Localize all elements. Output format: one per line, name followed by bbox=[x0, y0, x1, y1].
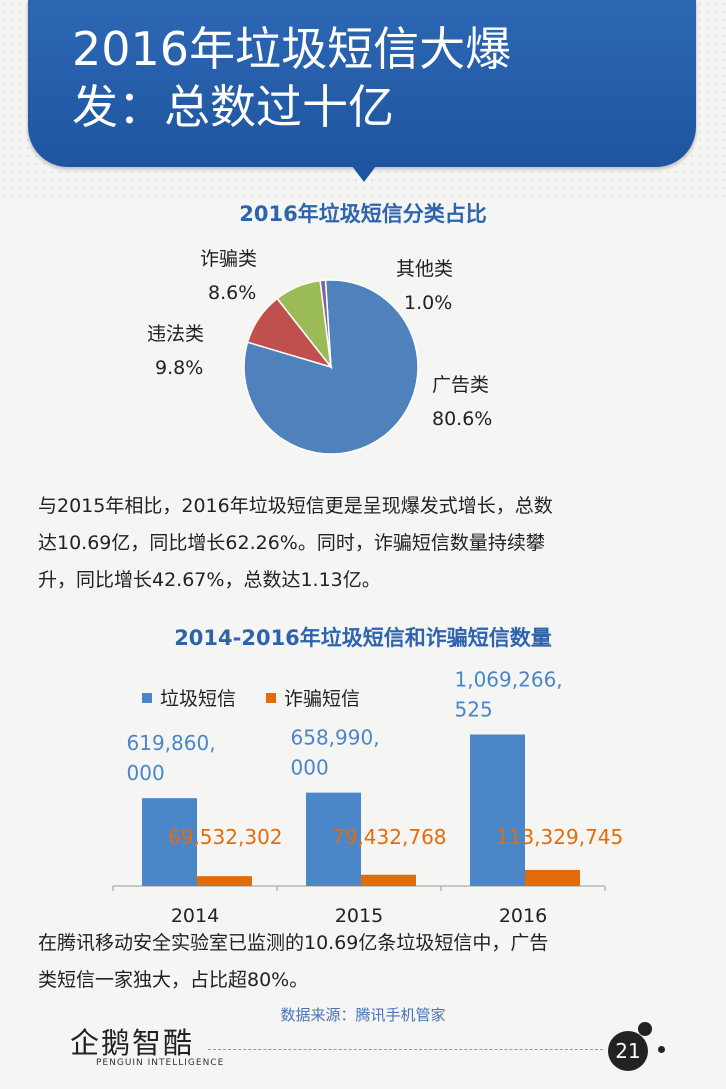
bar-label-spam-2016: 525 bbox=[455, 698, 493, 722]
bar-spam-2014 bbox=[142, 798, 197, 886]
bar-fraud-2014 bbox=[197, 876, 252, 886]
bar-fraud-2015 bbox=[361, 874, 416, 886]
x-tick-label-2016: 2016 bbox=[499, 905, 547, 927]
bar-label-spam-2014: 000 bbox=[127, 761, 165, 785]
data-source: 数据来源：腾讯手机管家 bbox=[280, 1006, 446, 1024]
bar-label-spam-2016: 1,069,266, bbox=[455, 668, 563, 692]
bar-label-fraud-2014: 69,532,302 bbox=[168, 825, 283, 849]
banner-pointer bbox=[352, 166, 376, 182]
summary-line3: 升，同比增长42.67%，总数达1.13亿。 bbox=[38, 569, 381, 591]
page-title: 2016年垃圾短信大爆 发：总数过十亿 bbox=[72, 20, 672, 136]
legend-item-fraud: 诈骗短信 bbox=[266, 684, 360, 711]
summary-line1: 与2015年相比，2016年垃圾短信更是呈现爆发式增长，总数 bbox=[38, 495, 553, 517]
bar-label-fraud-2016: 113,329,745 bbox=[496, 825, 623, 849]
pie-label-ad-value: 80.6% bbox=[432, 408, 493, 430]
pie-chart-title: 2016年垃圾短信分类占比 bbox=[239, 202, 487, 226]
bar-fraud-2016 bbox=[525, 869, 580, 886]
pie-label-ad: 广告类 80.6% bbox=[432, 372, 492, 432]
bar-chart-legend: 垃圾短信 诈骗短信 bbox=[142, 684, 360, 711]
pie-slice-3 bbox=[319, 279, 332, 368]
brand-logo-subtitle: PENGUIN INTELLIGENCE bbox=[96, 1058, 225, 1068]
page-title-line2: 发：总数过十亿 bbox=[72, 80, 394, 134]
footer-divider bbox=[208, 1049, 603, 1050]
bar-chart: 619,860, 000 69,532,302 2014 658,990, 000 79,4… bbox=[112, 668, 623, 927]
bar-chart-title: 2014-2016年垃圾短信和诈骗短信数量 bbox=[174, 626, 552, 650]
bar-spam-2016 bbox=[470, 734, 525, 886]
pie-label-other-value: 1.0% bbox=[404, 292, 453, 314]
legend-swatch-fraud bbox=[266, 692, 277, 703]
conclusion-paragraph: 在腾讯移动安全实验室已监测的10.69亿条垃圾短信中，广告 类短信一家独大，占比… bbox=[38, 925, 698, 999]
bar-label-spam-2015: 000 bbox=[291, 756, 329, 780]
bar-label-spam-2015: 658,990, bbox=[291, 726, 380, 750]
summary-line2: 达10.69亿，同比增长62.26%。同时，诈骗短信数量持续攀 bbox=[38, 532, 545, 554]
legend-label-fraud: 诈骗短信 bbox=[284, 688, 361, 710]
decorative-dot bbox=[658, 1046, 665, 1053]
conclusion-line1: 在腾讯移动安全实验室已监测的10.69亿条垃圾短信中，广告 bbox=[38, 932, 549, 954]
brand-logo: 企鹅智酷 bbox=[70, 1026, 195, 1060]
page-number: 21 bbox=[608, 1031, 648, 1071]
legend-label-spam: 垃圾短信 bbox=[160, 688, 237, 710]
header-banner: 2016年垃圾短信大爆 发：总数过十亿 bbox=[28, 0, 696, 167]
summary-paragraph: 与2015年相比，2016年垃圾短信更是呈现爆发式增长，总数 达10.69亿，同… bbox=[38, 488, 698, 599]
bar-label-fraud-2015: 79,432,768 bbox=[332, 825, 447, 849]
pie-label-other-name: 其他类 bbox=[396, 258, 454, 280]
decorative-dot bbox=[638, 1022, 652, 1036]
pie-label-fraud: 诈骗类 8.6% bbox=[200, 246, 257, 306]
x-tick-label-2014: 2014 bbox=[171, 905, 219, 927]
legend-swatch-spam bbox=[142, 692, 152, 703]
pie-label-other: 其他类 1.0% bbox=[396, 256, 453, 316]
x-tick-label-2015: 2015 bbox=[335, 905, 383, 927]
conclusion-line2: 类短信一家独大，占比超80%。 bbox=[38, 969, 309, 991]
legend-item-spam: 垃圾短信 bbox=[142, 684, 236, 711]
pie-label-fraud-name: 诈骗类 bbox=[200, 248, 258, 270]
pie-label-illegal: 违法类 9.8% bbox=[147, 321, 204, 381]
bar-label-spam-2014: 619,860, bbox=[127, 731, 216, 755]
bar-spam-2015 bbox=[306, 792, 361, 886]
page-title-line1: 2016年垃圾短信大爆 bbox=[72, 22, 512, 76]
pie-label-illegal-value: 9.8% bbox=[155, 357, 204, 379]
pie-label-illegal-name: 违法类 bbox=[147, 323, 205, 345]
pie-chart bbox=[243, 279, 419, 455]
pie-label-ad-name: 广告类 bbox=[432, 374, 490, 396]
pie-label-fraud-value: 8.6% bbox=[208, 282, 257, 304]
